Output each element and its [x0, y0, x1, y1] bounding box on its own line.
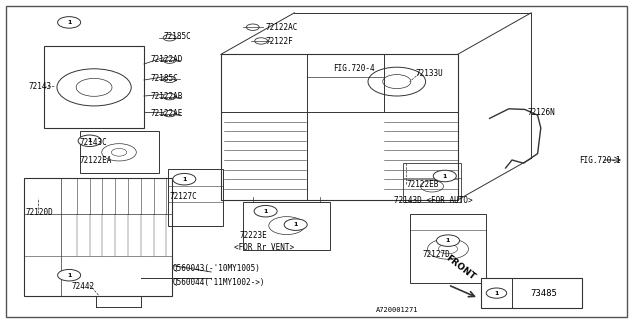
Text: 72127D: 72127D [422, 250, 450, 259]
Text: 72120D: 72120D [26, 208, 53, 217]
Text: 1: 1 [494, 291, 499, 296]
Text: 72122AD: 72122AD [150, 55, 183, 64]
Text: 72127C: 72127C [170, 192, 197, 201]
Text: 72133U: 72133U [416, 69, 444, 78]
Text: 72185C: 72185C [150, 74, 178, 83]
Text: 1: 1 [67, 20, 71, 25]
Text: 72143D <FOR AUTO>: 72143D <FOR AUTO> [394, 196, 472, 204]
Text: 1: 1 [67, 273, 71, 278]
Text: FRONT: FRONT [444, 254, 476, 282]
Circle shape [173, 173, 196, 185]
Circle shape [78, 135, 101, 147]
Text: 72122AC: 72122AC [266, 23, 298, 32]
Text: <FOR Rr VENT>: <FOR Rr VENT> [234, 244, 294, 252]
Text: 1: 1 [182, 177, 186, 182]
Text: FIG.720-1: FIG.720-1 [579, 156, 621, 164]
Text: 72122F: 72122F [266, 37, 293, 46]
Text: 1: 1 [446, 238, 450, 243]
FancyBboxPatch shape [6, 6, 627, 317]
Text: A720001271: A720001271 [376, 307, 418, 313]
Circle shape [58, 17, 81, 28]
Text: 72126N: 72126N [528, 108, 556, 116]
Text: 72223E: 72223E [240, 231, 268, 240]
Circle shape [254, 205, 277, 217]
Text: 72122AE: 72122AE [150, 109, 183, 118]
Text: 72122AB: 72122AB [150, 92, 183, 100]
Circle shape [486, 288, 507, 298]
Circle shape [433, 170, 456, 182]
FancyBboxPatch shape [481, 278, 582, 308]
Text: 73485: 73485 [531, 289, 557, 298]
Text: Q560044('11MY1002->): Q560044('11MY1002->) [173, 278, 266, 287]
Text: 72122EB: 72122EB [406, 180, 439, 188]
Text: 1: 1 [264, 209, 268, 214]
Text: 72143: 72143 [28, 82, 51, 91]
Text: 72122EA: 72122EA [80, 156, 113, 164]
Circle shape [58, 269, 81, 281]
Circle shape [436, 235, 460, 246]
Text: 1: 1 [88, 138, 92, 143]
Text: Q560043(-'10MY1005): Q560043(-'10MY1005) [173, 264, 260, 273]
Text: FIG.720-4: FIG.720-4 [333, 64, 374, 73]
Text: 72442: 72442 [72, 282, 95, 291]
Circle shape [284, 219, 307, 230]
Text: 1: 1 [443, 173, 447, 179]
Text: 72143C: 72143C [80, 138, 108, 147]
Text: 1: 1 [294, 222, 298, 227]
Text: 72185C: 72185C [163, 32, 191, 41]
